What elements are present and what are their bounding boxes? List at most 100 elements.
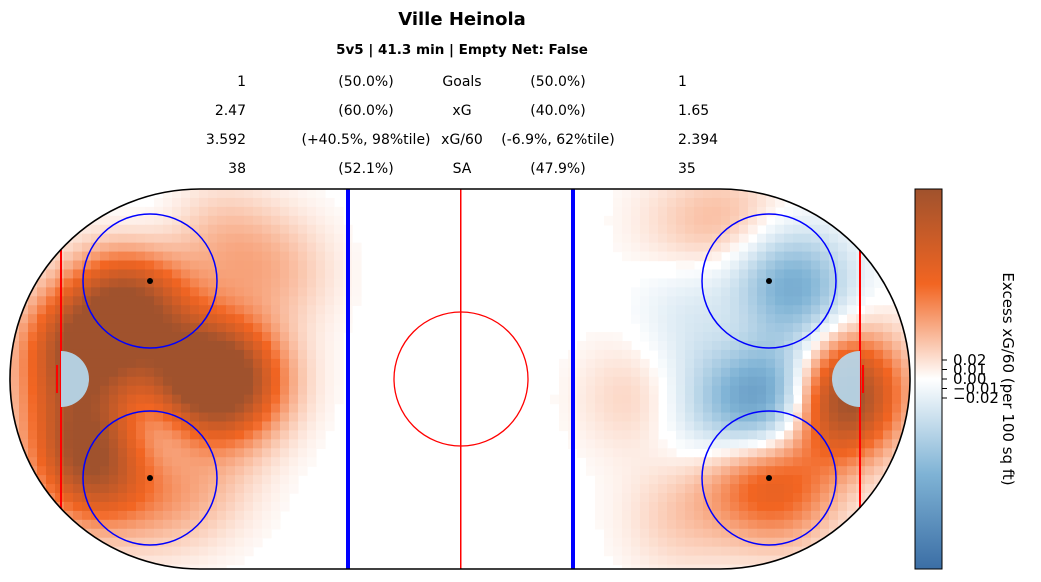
heatmap-cell [217,287,227,297]
heatmap-cell [208,296,218,306]
heatmap-cell [883,269,893,280]
heatmap-cell [298,269,308,280]
heatmap-cell [739,367,749,378]
heatmap-cell [190,412,200,423]
heatmap-cell [829,314,839,324]
heatmap-cell [721,269,731,280]
heatmap-cell [604,412,614,423]
heatmap-cell [649,367,659,378]
heatmap-cell [766,510,776,521]
heatmap-cell [181,251,191,262]
heatmap-cell [676,287,686,297]
heatmap-cell [226,332,236,342]
heatmap-cell [775,251,785,262]
heatmap-cell [190,349,200,360]
heatmap-cell [82,493,92,503]
heatmap-cell [757,501,767,512]
heatmap-cell [325,358,335,369]
stat-xg-right: 1.65 [678,103,710,119]
heatmap-cell [298,260,308,271]
heatmap-cell [100,376,110,387]
left-blue-line [346,189,350,569]
heatmap-cell [154,528,164,539]
heatmap-cell [46,296,56,306]
heatmap-cell [163,421,173,432]
heatmap-cell [226,493,236,503]
heatmap-cell [307,367,317,378]
heatmap-cell [685,323,695,333]
heatmap-cell [703,349,713,360]
faceoff-dot-bottom-left [147,475,153,481]
heatmap-cell [145,314,155,324]
heatmap-cell [235,555,245,566]
heatmap-cell [631,537,641,548]
heatmap-cell [325,305,335,315]
heatmap-cell [46,519,56,530]
heatmap-cell [118,224,128,235]
heatmap-cell [820,251,830,262]
heatmap-cell [748,546,758,557]
heatmap-cell [685,189,695,199]
heatmap-cell [793,510,803,521]
heatmap-cell [793,367,803,378]
heatmap-cell [118,484,128,494]
heatmap-cell [163,206,173,217]
heatmap-cell [685,564,695,569]
heatmap-cell [244,412,254,423]
heatmap-cell [640,323,650,333]
heatmap-cell [703,251,713,262]
heatmap-cell [703,242,713,253]
heatmap-cell [127,546,137,557]
heatmap-cell [55,466,65,476]
heatmap-cell [163,296,173,306]
heatmap-cell [649,189,659,199]
heatmap-cell [640,233,650,244]
heatmap-cell [892,501,902,512]
heatmap-cell [127,215,137,226]
faceoff-dot-bottom-right [766,475,772,481]
heatmap-cell [802,314,812,324]
heatmap-cell [37,358,47,369]
heatmap-cell [208,403,218,414]
heatmap-cell [658,555,668,566]
heatmap-cell [91,314,101,324]
heatmap-cell [838,287,848,297]
heatmap-cell [154,260,164,271]
heatmap-cell [163,287,173,297]
heatmap-cell [208,430,218,441]
heatmap-cell [307,358,317,369]
heatmap-cell [820,242,830,253]
heatmap-cell [91,439,101,449]
heatmap-cell [262,197,272,208]
heatmap-cell [775,493,785,503]
heatmap-cell [172,510,182,521]
heatmap-cell [145,412,155,423]
heatmap-cell [127,358,137,369]
heatmap-cell [829,510,839,521]
heatmap-cell [847,224,857,235]
heatmap-cell [334,358,344,369]
heatmap-cell [37,305,47,315]
heatmap-cell [37,349,47,360]
heatmap-cell [253,430,263,441]
heatmap-cell [802,376,812,387]
heatmap-cell [703,510,713,521]
heatmap-cell [154,430,164,441]
heatmap-cell [217,466,227,476]
heatmap-cell [190,493,200,503]
heatmap-cell [883,332,893,342]
heatmap-cell [262,528,272,539]
heatmap-cell [775,296,785,306]
heatmap-cell [64,493,74,503]
heatmap-cell [730,484,740,494]
heatmap-cell [262,242,272,253]
heatmap-cell [127,448,137,458]
heatmap-cell [181,403,191,414]
heatmap-cell [289,251,299,262]
heatmap-cell [244,251,254,262]
chart-title: Ville Heinola [398,9,526,30]
heatmap-cell [289,206,299,217]
heatmap-cell [811,493,821,503]
heatmap-cell [163,555,173,566]
heatmap-cell [91,224,101,235]
